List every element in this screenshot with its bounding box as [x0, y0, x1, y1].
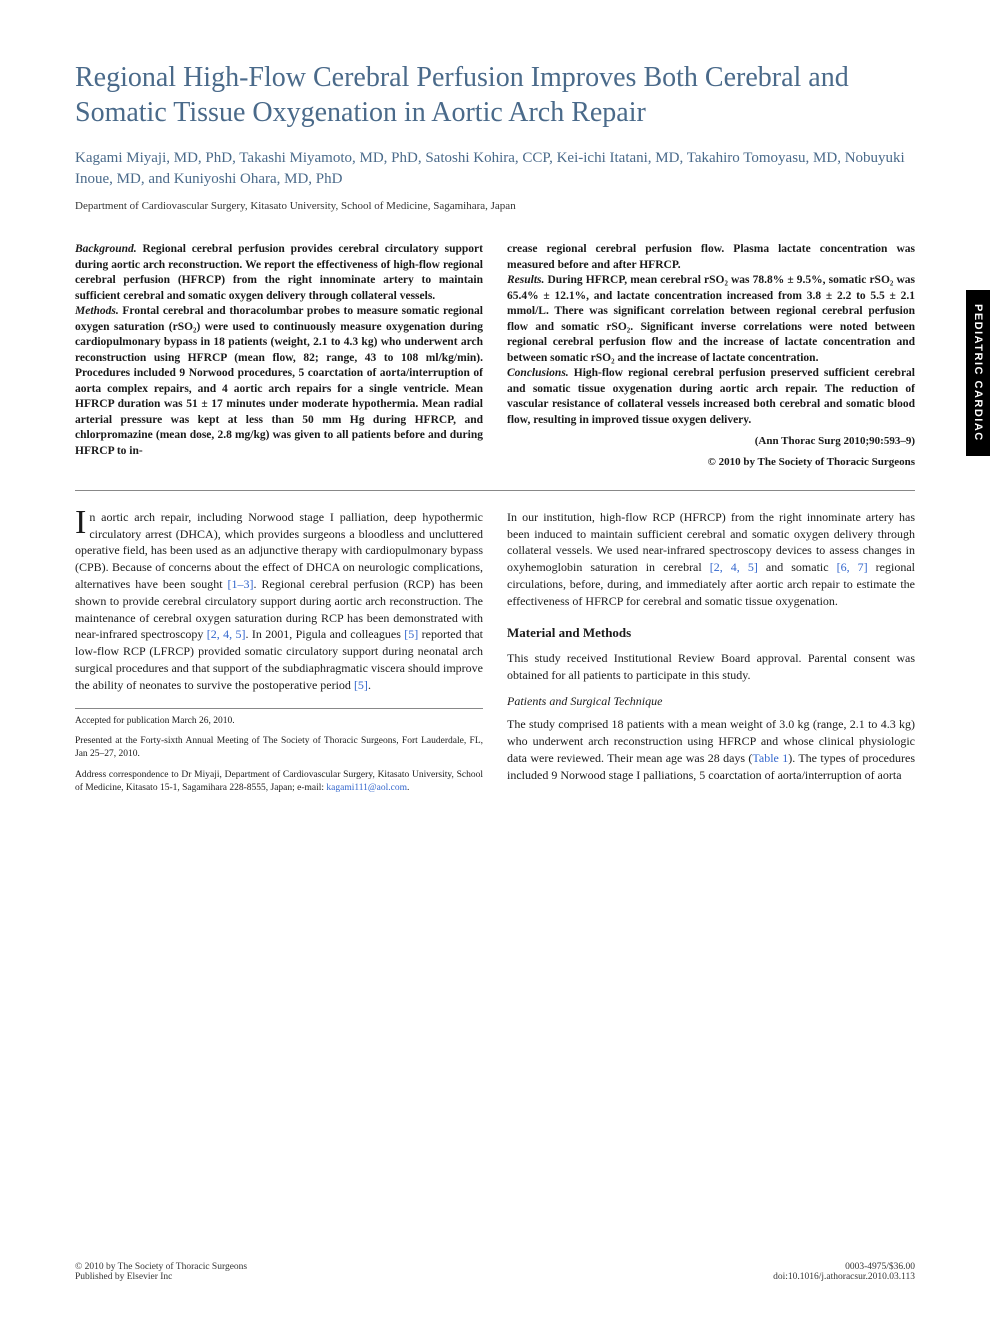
divider — [75, 490, 915, 491]
background-label: Background. — [75, 243, 137, 255]
body-right-column: In our institution, high-flow RCP (HFRCP… — [507, 509, 915, 802]
ref-link-6-7[interactable]: [6, 7] — [837, 560, 868, 574]
ref-link-5b[interactable]: [5] — [354, 678, 368, 692]
dropcap: I — [75, 509, 89, 537]
intro-paragraph-2: In our institution, high-flow RCP (HFRCP… — [507, 509, 915, 610]
footnote-correspondence: Address correspondence to Dr Miyaji, Dep… — [75, 769, 483, 796]
abstract-conclusions: Conclusions. High-flow regional cerebral… — [507, 366, 915, 428]
results-label: Results. — [507, 274, 544, 286]
correspondence-text-a: Address correspondence to Dr Miyaji, Dep… — [75, 770, 483, 793]
footer-issn-price: 0003-4975/$36.00 — [773, 1262, 915, 1272]
conclusions-label: Conclusions. — [507, 367, 569, 379]
footer-right: 0003-4975/$36.00 doi:10.1016/j.athoracsu… — [773, 1262, 915, 1282]
table-1-link[interactable]: Table 1 — [752, 751, 788, 765]
citation-copyright: © 2010 by The Society of Thoracic Surgeo… — [507, 455, 915, 470]
authors-list: Kagami Miyaji, MD, PhD, Takashi Miyamoto… — [75, 148, 915, 190]
abstract-methods: Methods. Frontal cerebral and thoracolum… — [75, 304, 483, 459]
abstract-right-column: crease regional cerebral perfusion flow.… — [507, 242, 915, 470]
background-text: Regional cerebral perfusion provides cer… — [75, 243, 483, 302]
body-left-column: In aortic arch repair, including Norwood… — [75, 509, 483, 802]
patients-paragraph: The study comprised 18 patients with a m… — [507, 716, 915, 783]
abstract-background: Background. Regional cerebral perfusion … — [75, 242, 483, 304]
abstract-left-column: Background. Regional cerebral perfusion … — [75, 242, 483, 470]
page-content: Regional High-Flow Cerebral Perfusion Im… — [0, 0, 990, 842]
footer-copyright: © 2010 by The Society of Thoracic Surgeo… — [75, 1262, 247, 1272]
ref-link-2-4-5[interactable]: [2, 4, 5] — [207, 627, 246, 641]
footer-left: © 2010 by The Society of Thoracic Surgeo… — [75, 1262, 247, 1282]
section-heading-methods: Material and Methods — [507, 624, 915, 642]
ref-link-5a[interactable]: [5] — [404, 627, 418, 641]
methods-irb-paragraph: This study received Institutional Review… — [507, 650, 915, 684]
methods-text: Frontal cerebral and thoracolumbar probe… — [75, 305, 483, 457]
body-columns: In aortic arch repair, including Norwood… — [75, 509, 915, 802]
footnotes-block: Accepted for publication March 26, 2010.… — [75, 708, 483, 795]
methods-label: Methods. — [75, 305, 119, 317]
correspondence-text-b: . — [407, 783, 409, 793]
abstract-results: Results. During HFRCP, mean cerebral rSO… — [507, 273, 915, 366]
footer-doi: doi:10.1016/j.athoracsur.2010.03.113 — [773, 1272, 915, 1282]
citation-journal: (Ann Thorac Surg 2010;90:593–9) — [507, 434, 915, 449]
article-title: Regional High-Flow Cerebral Perfusion Im… — [75, 60, 915, 130]
intro-text-1e: . — [368, 678, 371, 692]
conclusions-text: High-flow regional cerebral perfusion pr… — [507, 367, 915, 426]
intro-paragraph: In aortic arch repair, including Norwood… — [75, 509, 483, 694]
footnote-presented: Presented at the Forty-sixth Annual Meet… — [75, 735, 483, 762]
abstract-block: Background. Regional cerebral perfusion … — [75, 242, 915, 470]
page-footer: © 2010 by The Society of Thoracic Surgeo… — [75, 1262, 915, 1282]
correspondence-email[interactable]: kagami111@aol.com — [326, 783, 407, 793]
ref-link-2-4-5-b[interactable]: [2, 4, 5] — [710, 560, 758, 574]
intro-text-1c: . In 2001, Pigula and colleagues — [245, 627, 404, 641]
right-para1b: and somatic — [758, 560, 837, 574]
abstract-methods-cont: crease regional cerebral perfusion flow.… — [507, 242, 915, 273]
affiliation: Department of Cardiovascular Surgery, Ki… — [75, 200, 915, 212]
footnote-accepted: Accepted for publication March 26, 2010. — [75, 715, 483, 728]
subsection-heading-patients: Patients and Surgical Technique — [507, 693, 915, 710]
footer-publisher: Published by Elsevier Inc — [75, 1272, 247, 1282]
results-text: During HFRCP, mean cerebral rSO₂ was 78.… — [507, 274, 915, 364]
ref-link-1-3[interactable]: [1–3] — [228, 577, 254, 591]
